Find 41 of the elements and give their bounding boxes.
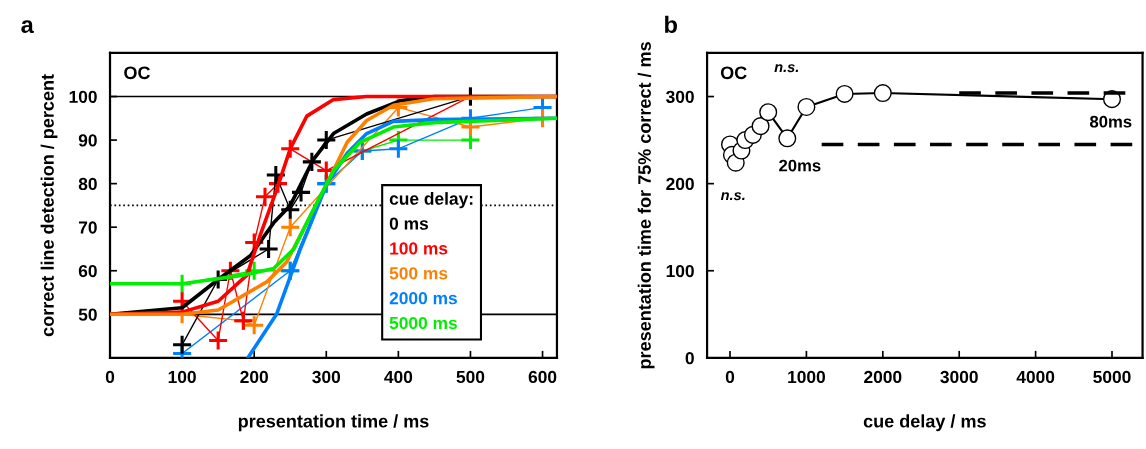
chart-title: a <box>21 20 34 34</box>
x-tick-label: 0 <box>725 370 735 384</box>
chart-title: b <box>665 15 677 34</box>
x-tick-label: 4000 <box>1016 370 1055 384</box>
x-tick-label: 500 <box>456 370 485 384</box>
y-tick-label: 90 <box>78 134 97 147</box>
annotation: 80ms <box>1089 115 1132 128</box>
annotation: OC <box>124 66 151 80</box>
annotation: n.s. <box>774 64 799 73</box>
y-tick-label: 70 <box>78 221 97 234</box>
x-axis-title: cue delay / ms <box>863 414 986 432</box>
x-tick-label: 1000 <box>788 370 825 384</box>
annotation: 20ms <box>779 159 821 172</box>
x-tick-label: 600 <box>528 370 557 384</box>
text: 5000 ms <box>389 316 457 330</box>
text: 2000 ms <box>389 292 457 305</box>
y-tick-label: 100 <box>666 264 694 278</box>
text: 0 ms <box>389 217 428 230</box>
y-axis-title: presentation time for 75% correct / ms <box>637 42 655 369</box>
legend-title: cue delay: <box>389 192 473 209</box>
y-tick-label: 0 <box>685 352 694 365</box>
y-tick-label: 60 <box>78 264 97 278</box>
y-tick-label: 300 <box>666 90 694 104</box>
y-tick-label: 80 <box>78 177 97 191</box>
annotation: OC <box>720 66 747 80</box>
x-tick-label: 3000 <box>940 370 978 384</box>
text: 100 ms <box>390 242 448 255</box>
y-tick-label: 50 <box>78 308 97 321</box>
x-tick-label: 0 <box>105 370 115 384</box>
x-tick-label: 200 <box>240 370 268 384</box>
y-axis-title: correct line detection / percent <box>40 74 58 337</box>
annotation: n.s. <box>720 192 745 201</box>
text: 500 ms <box>389 267 448 280</box>
x-axis-title: presentation time / ms <box>238 414 429 432</box>
x-tick-label: 300 <box>312 370 341 384</box>
y-tick-label: 200 <box>666 177 694 191</box>
x-tick-label: 2000 <box>864 370 902 384</box>
x-tick-label: 100 <box>168 370 196 384</box>
y-tick-label: 100 <box>69 90 97 103</box>
x-tick-label: 400 <box>384 370 413 384</box>
x-tick-label: 5000 <box>1093 370 1131 384</box>
